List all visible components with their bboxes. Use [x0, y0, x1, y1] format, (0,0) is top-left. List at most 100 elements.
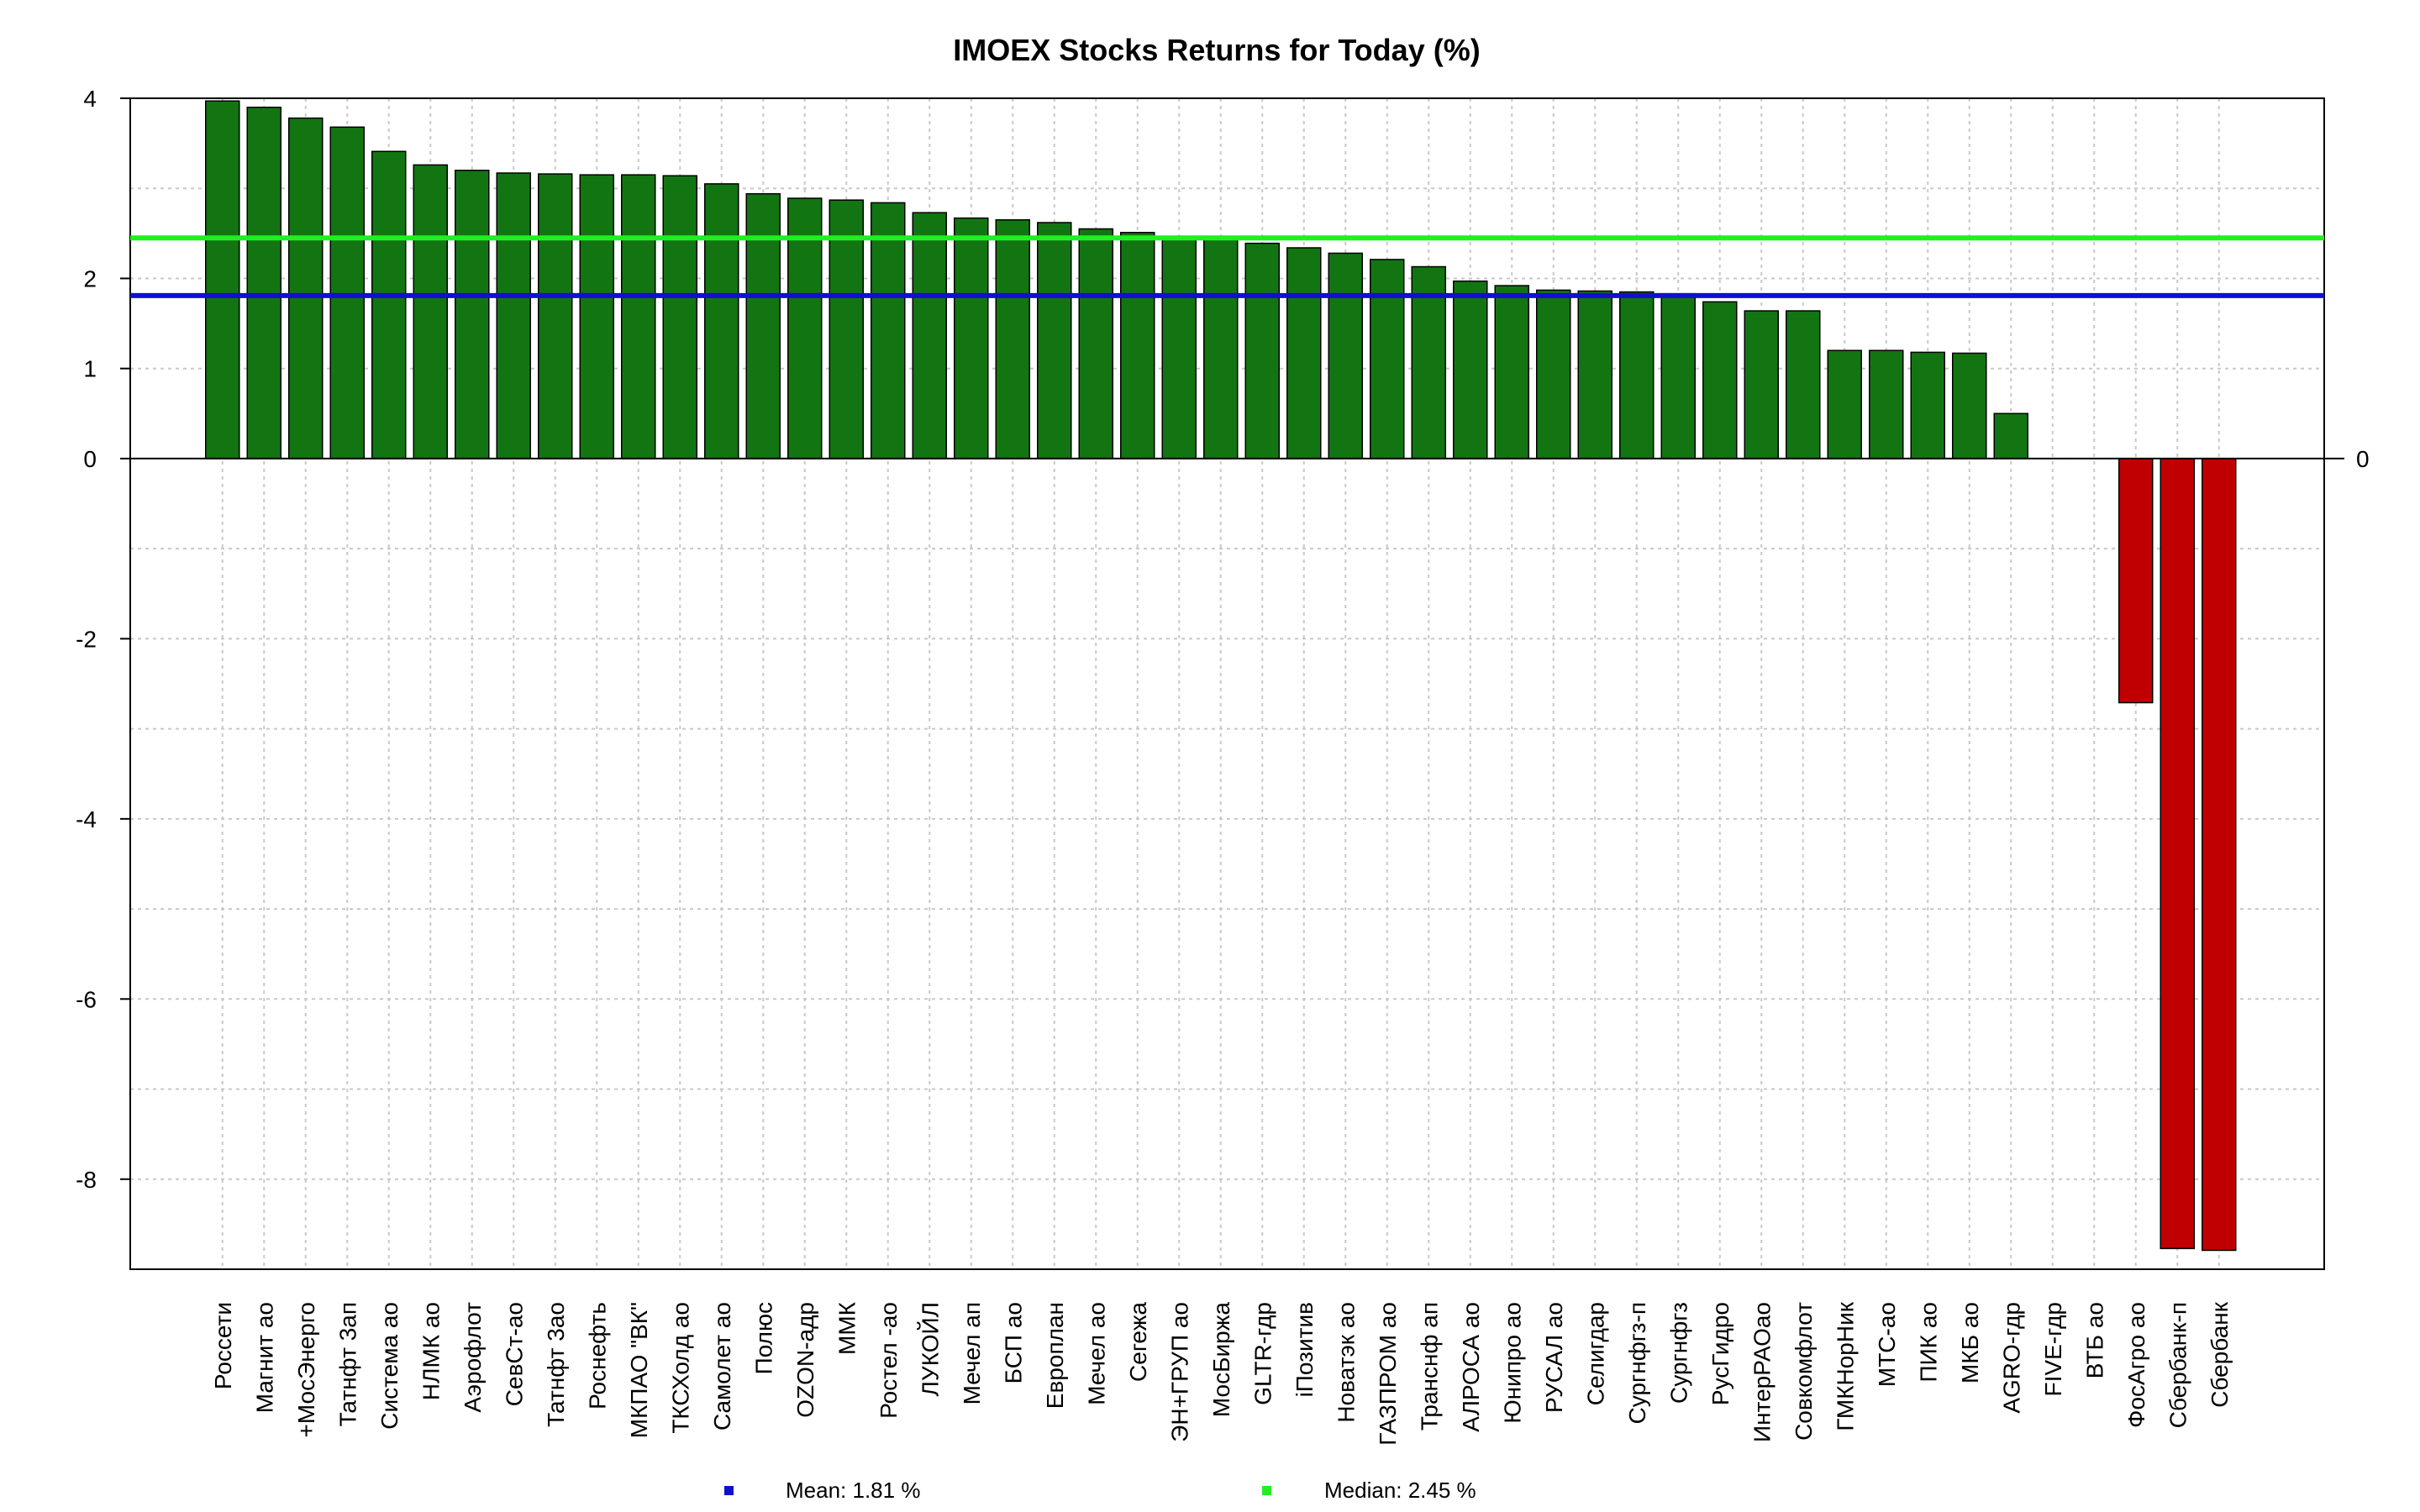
reference-lines — [130, 235, 2324, 298]
category-label: FIVE-гдр — [2040, 1302, 2066, 1396]
bar — [871, 202, 906, 459]
bar — [538, 173, 573, 459]
bar — [662, 175, 697, 459]
bar — [455, 170, 490, 459]
category-label: Совкомфлот — [1791, 1302, 1817, 1441]
category-label: Роснефть — [584, 1302, 610, 1410]
bar — [1536, 289, 1571, 459]
bar — [1120, 232, 1155, 459]
bar — [787, 197, 823, 459]
bar — [496, 172, 531, 459]
bar — [1370, 259, 1405, 459]
bar — [1744, 310, 1779, 459]
bar — [1619, 291, 1655, 459]
bar — [1453, 280, 1488, 459]
bar — [829, 199, 864, 459]
bar — [329, 126, 365, 459]
bar — [1286, 247, 1322, 459]
category-label: Аэрофлот — [460, 1302, 486, 1413]
category-label: Татнфт 3ап — [334, 1302, 360, 1426]
bar — [1910, 351, 1945, 459]
legend-marker — [724, 1486, 734, 1495]
category-label: РУСАЛ ао — [1541, 1302, 1567, 1413]
category-label: Мечел ап — [959, 1302, 985, 1404]
category-label: Транснф ап — [1416, 1302, 1442, 1431]
legend: Mean: 1.81 % Median: 2.45 % — [724, 1478, 1476, 1503]
axes: 4 2 1 0 -2 -4 -6 -8 0 — [76, 86, 2369, 1193]
category-label: Самолет ао — [709, 1302, 735, 1431]
category-label: GLTR-гдр — [1249, 1302, 1276, 1405]
category-labels: Россети Магнит ао +МосЭнерго Татнфт 3ап Сист… — [210, 1301, 2233, 1446]
bar — [1827, 349, 1862, 459]
category-label: МТС-ао — [1874, 1302, 1900, 1387]
bar — [2202, 458, 2237, 1252]
category-label: Сбербанк-п — [2165, 1302, 2191, 1428]
category-label: Магнит ао — [251, 1302, 277, 1413]
category-label: Юнипро ао — [1499, 1302, 1525, 1424]
bar — [1494, 285, 1529, 459]
category-label: Сбербанк — [2207, 1301, 2233, 1408]
category-label: Россети — [210, 1302, 236, 1389]
bar — [1869, 349, 1904, 459]
bar — [413, 164, 448, 459]
category-label: Система ао — [376, 1302, 402, 1430]
bar — [1702, 301, 1738, 459]
category-label: Ростел -ао — [876, 1302, 902, 1419]
y-tick-label: 2 — [83, 265, 97, 291]
category-label: ПИК ао — [1915, 1302, 1941, 1382]
category-label: СевСт-ао — [501, 1302, 527, 1406]
category-label: AGRO-гдр — [1998, 1302, 2024, 1414]
category-label: ММК — [834, 1301, 860, 1355]
category-label: ТКСХолд ао — [667, 1302, 693, 1434]
bar — [621, 174, 656, 459]
category-label: ЛУКОЙЛ — [917, 1302, 943, 1396]
bar — [912, 212, 947, 459]
category-label: Полюс — [750, 1302, 776, 1374]
bars — [205, 100, 2237, 1252]
plot-frame — [129, 97, 2325, 1270]
y-tick-label: -4 — [76, 806, 97, 832]
category-label: Европлан — [1042, 1302, 1068, 1409]
bar — [2160, 458, 2195, 1250]
bar — [2118, 458, 2154, 704]
category-label: +МосЭнерго — [293, 1302, 319, 1437]
bar — [1660, 292, 1696, 459]
category-label: Сегежа — [1125, 1302, 1151, 1382]
legend-label: Median: 2.45 % — [1324, 1478, 1476, 1503]
category-label: РусГидро — [1707, 1302, 1733, 1405]
category-label: ФосАгро ао — [2123, 1302, 2149, 1428]
bar — [1328, 252, 1363, 459]
category-label: Селигдар — [1582, 1302, 1608, 1405]
bar — [1244, 242, 1280, 459]
category-label: БСП ао — [1000, 1302, 1026, 1383]
y-tick-label: 1 — [83, 356, 97, 382]
right-tick-label: 0 — [2356, 446, 2370, 472]
bar — [1577, 290, 1612, 459]
bar — [704, 183, 739, 459]
bar — [288, 117, 324, 459]
category-label: Татнфт 3ао — [543, 1302, 569, 1427]
bar — [1952, 352, 1987, 459]
bar — [745, 192, 781, 459]
category-label: Новатэк ао — [1333, 1302, 1359, 1423]
category-label: Сургнфгз — [1665, 1302, 1691, 1404]
category-label: МКБ ао — [1957, 1302, 1983, 1383]
category-label: ЭН+ГРУП ао — [1166, 1302, 1192, 1442]
category-label: Мечел ао — [1083, 1302, 1109, 1405]
category-label: iПозитив — [1292, 1302, 1318, 1397]
chart-title: IMOEX Stocks Returns for Today (%) — [953, 33, 1480, 67]
y-tick-label: -2 — [76, 626, 97, 652]
y-tick-label: 0 — [83, 446, 97, 472]
y-tick-label: -6 — [76, 986, 97, 1012]
bar — [1203, 237, 1239, 459]
legend-marker — [1262, 1486, 1271, 1495]
category-label: OZON-адр — [792, 1302, 818, 1418]
category-label: МКПАО "ВК" — [626, 1302, 652, 1438]
y-tick-label: -8 — [76, 1167, 97, 1193]
category-label: ГМКНорНик — [1832, 1301, 1858, 1431]
legend-label: Mean: 1.81 % — [786, 1478, 920, 1503]
bar — [995, 219, 1030, 459]
bar — [954, 217, 989, 459]
bar — [1161, 236, 1197, 459]
